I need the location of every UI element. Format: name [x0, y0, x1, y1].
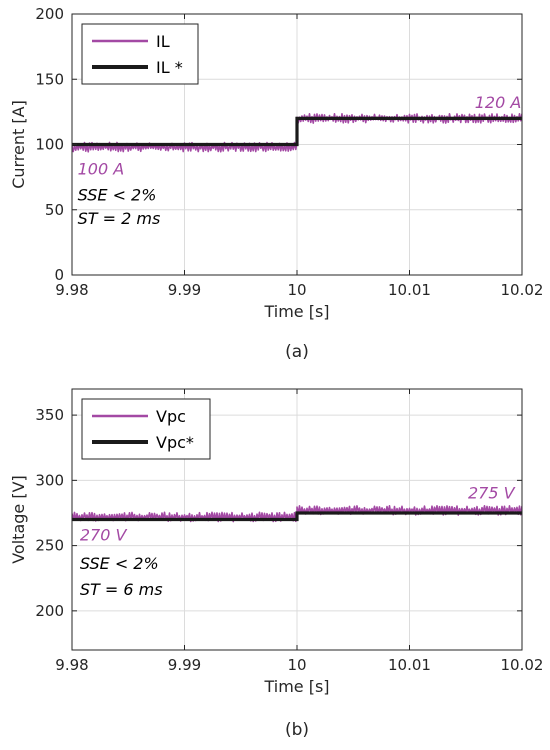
legend-label: Vpc — [156, 407, 186, 426]
y-tick-label: 0 — [54, 266, 64, 284]
x-tick-label: 10.01 — [388, 656, 431, 674]
y-tick-label: 350 — [35, 406, 64, 424]
y-tick-label: 50 — [45, 201, 64, 219]
annotation: 100 A — [78, 160, 125, 179]
annotation: ST = 6 ms — [80, 580, 163, 599]
series-group — [72, 112, 522, 153]
y-axis-label: Current [A] — [9, 100, 28, 189]
y-tick-label: 150 — [35, 70, 64, 88]
legend-box — [81, 398, 211, 460]
panel-b: 9.98 9.99 10 10.01 10.02 200 250 300 350 Time [s]… — [9, 388, 544, 740]
panel-caption: (a) — [285, 342, 309, 362]
x-tick-label: 10 — [287, 656, 306, 674]
x-tick-label: 9.99 — [168, 656, 201, 674]
x-axis-label: Time [s] — [263, 677, 329, 696]
legend-label: Vpc* — [156, 433, 194, 452]
y-tick-label: 250 — [35, 537, 64, 555]
panel-caption: (b) — [285, 720, 309, 740]
panel-a: 9.98 9.99 10 10.01 10.02 0 50 100 150 200 Time [s]… — [9, 5, 543, 362]
legend-label: IL * — [156, 58, 183, 77]
annotation: SSE < 2% — [78, 186, 157, 205]
annotation: SSE < 2% — [80, 554, 159, 573]
x-tick-label: 9.99 — [168, 281, 201, 299]
annotation: 275 V — [468, 484, 516, 503]
x-tick-label: 10 — [287, 281, 306, 299]
x-tick-label: 9.98 — [55, 281, 88, 299]
series-line-vpc-ref — [72, 511, 522, 522]
y-tick-label: 100 — [35, 136, 64, 154]
x-tick-label: 10.02 — [501, 656, 544, 674]
annotation: ST = 2 ms — [78, 209, 161, 228]
x-tick-label: 9.98 — [55, 656, 88, 674]
y-tick-label: 200 — [35, 602, 64, 620]
series-line-il-ref — [72, 116, 522, 147]
annotation: 270 V — [80, 525, 128, 544]
legend-label: IL — [156, 32, 170, 51]
x-tick-label: 10.02 — [501, 281, 544, 299]
x-tick-label: 10.01 — [388, 281, 431, 299]
y-tick-label: 300 — [35, 471, 64, 489]
y-tick-label: 200 — [35, 5, 64, 23]
series-group — [72, 504, 522, 523]
x-axis-label: Time [s] — [263, 302, 329, 321]
annotation: 120 A — [475, 93, 522, 112]
legend-box — [81, 23, 199, 85]
y-axis-label: Voltage [V] — [9, 475, 28, 564]
series-line-vpc — [72, 504, 522, 523]
